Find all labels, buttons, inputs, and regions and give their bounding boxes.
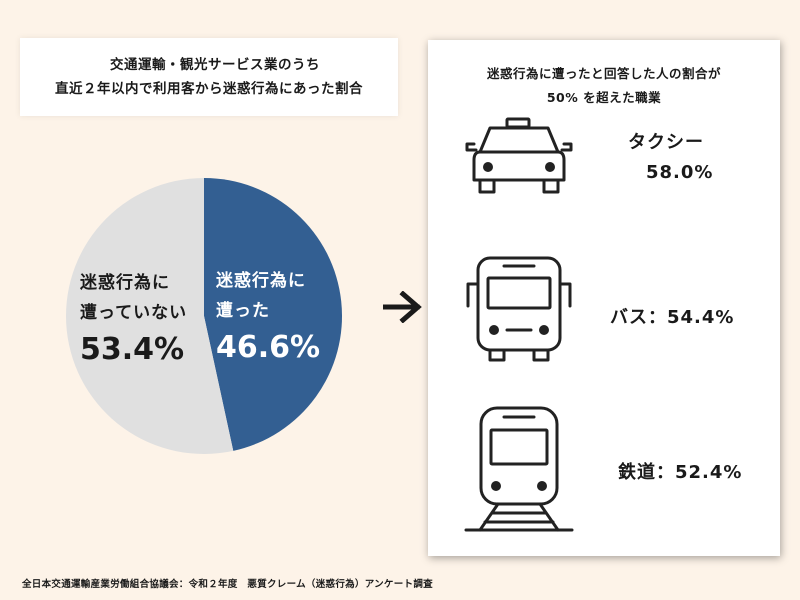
- slice-label-experienced: 迷惑行為に 遭った 46.6%: [216, 266, 320, 370]
- train-icon: [464, 406, 574, 532]
- taxi-icon: [465, 117, 573, 194]
- taxi-value: 58.0%: [646, 162, 714, 183]
- panel-title-line1: 迷惑行為に遭ったと回答した人の割合が: [486, 66, 721, 81]
- taxi-label: タクシー: [628, 132, 704, 153]
- pie-slice-experienced: [204, 178, 343, 451]
- panel-title-line2: 50% を超えた職業: [546, 90, 662, 105]
- slice-label-yes-pct: 46.6%: [216, 330, 321, 365]
- chart-title-box: 交通運輸・観光サービス業のうち 直近２年以内で利用客から迷惑行為にあった割合: [20, 38, 398, 116]
- chart-title-line2: 直近２年以内で利用客から迷惑行為にあった割合: [55, 81, 363, 97]
- train-stat: 鉄道：52.4%: [618, 462, 743, 483]
- right-arrow-icon: [383, 291, 422, 323]
- pie-svg: [66, 178, 343, 454]
- slice-label-not-line2: 遭っていない: [80, 303, 188, 323]
- slice-label-yes-line1: 迷惑行為に: [216, 271, 306, 291]
- bus-icon: [466, 256, 572, 362]
- source-footnote: 全日本交通運輸産業労働組合協議会：令和２年度 悪質クレーム（迷惑行為）アンケート…: [22, 579, 433, 590]
- slice-label-not-experienced: 迷惑行為に 遭っていない 53.4%: [80, 268, 187, 372]
- taxi-stat: タクシー 58.0%: [628, 128, 713, 188]
- pie-slice-not-experienced: [66, 178, 234, 454]
- slice-label-not-line1: 迷惑行為に: [80, 273, 170, 293]
- pie-chart: [64, 176, 344, 456]
- slice-label-yes-line2: 遭った: [216, 301, 270, 321]
- occupations-panel: 迷惑行為に遭ったと回答した人の割合が 50% を超えた職業 タクシー 58.0%: [428, 40, 780, 556]
- panel-title: 迷惑行為に遭ったと回答した人の割合が 50% を超えた職業: [428, 62, 780, 110]
- bus-stat: バス：54.4%: [610, 307, 735, 328]
- slice-label-not-pct: 53.4%: [80, 332, 185, 367]
- chart-title-line1: 交通運輸・観光サービス業のうち: [110, 57, 320, 73]
